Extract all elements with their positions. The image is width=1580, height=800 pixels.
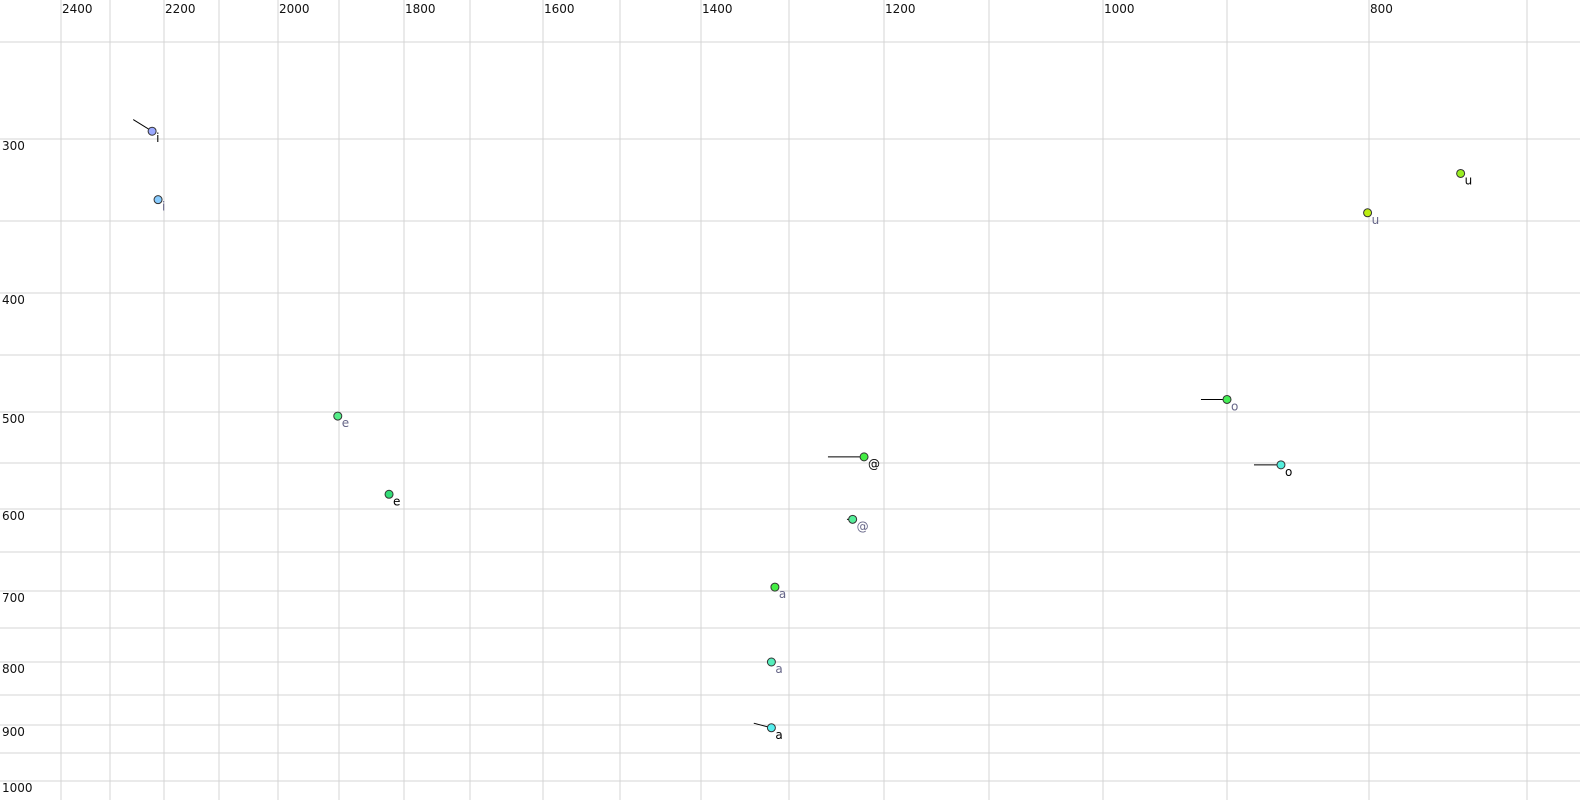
x-tick-label: 2200 xyxy=(165,2,196,16)
x-tick-label: 800 xyxy=(1370,2,1393,16)
point-marker xyxy=(770,582,780,592)
y-tick-label: 900 xyxy=(2,725,25,739)
point-label: a xyxy=(779,587,786,601)
x-axis-ticks: 2400 2200 2000 1800 1600 1400 1200 1000 800 xyxy=(62,2,1393,16)
x-tick-label: 1600 xyxy=(544,2,575,16)
point-marker xyxy=(766,723,776,733)
vowel-point: e xyxy=(384,489,400,508)
point-marker xyxy=(1222,394,1232,404)
y-tick-label: 800 xyxy=(2,662,25,676)
vowel-point: a xyxy=(766,657,783,676)
point-label: i xyxy=(162,200,165,214)
point-marker xyxy=(1276,460,1286,470)
data-points: i i u u e e @ @ a a a o o xyxy=(132,119,1473,742)
point-label: @ xyxy=(857,519,869,533)
y-tick-label: 400 xyxy=(2,293,25,307)
point-label: @ xyxy=(868,457,880,471)
vowel-point: i xyxy=(153,195,165,214)
x-tick-label: 2000 xyxy=(279,2,310,16)
point-label: u xyxy=(1465,173,1473,187)
point-marker xyxy=(153,195,163,205)
point-label: e xyxy=(342,416,349,430)
point-marker xyxy=(147,126,157,136)
y-tick-label: 700 xyxy=(2,591,25,605)
point-label: a xyxy=(775,728,782,742)
vowel-point: @ xyxy=(827,452,880,471)
vowel-point: e xyxy=(333,411,349,430)
vowel-point: u xyxy=(1456,168,1473,187)
point-marker xyxy=(859,452,869,462)
vowel-point: i xyxy=(132,119,159,145)
point-marker xyxy=(848,514,858,524)
point-label: a xyxy=(775,662,782,676)
point-marker xyxy=(333,411,343,421)
y-tick-label: 600 xyxy=(2,509,25,523)
vowel-point: a xyxy=(753,722,783,742)
point-label: e xyxy=(393,494,400,508)
point-label: u xyxy=(1372,213,1380,227)
x-tick-label: 2400 xyxy=(62,2,93,16)
point-marker xyxy=(1363,208,1373,218)
vowel-point: a xyxy=(770,582,786,601)
point-marker xyxy=(384,489,394,499)
vowel-point: o xyxy=(1253,460,1292,479)
point-label: o xyxy=(1285,465,1292,479)
point-marker xyxy=(1456,168,1466,178)
x-tick-label: 1400 xyxy=(702,2,733,16)
y-axis-ticks: 300 400 500 600 700 800 900 1000 xyxy=(2,139,33,795)
vowel-point: @ xyxy=(846,514,869,533)
vowel-point: o xyxy=(1200,394,1238,413)
vowel-point: u xyxy=(1363,208,1380,227)
x-tick-label: 1800 xyxy=(405,2,436,16)
y-tick-label: 500 xyxy=(2,412,25,426)
x-tick-label: 1000 xyxy=(1104,2,1135,16)
y-tick-label: 1000 xyxy=(2,781,33,795)
x-tick-label: 1200 xyxy=(885,2,916,16)
point-marker xyxy=(766,657,776,667)
point-label: o xyxy=(1231,399,1238,413)
y-tick-label: 300 xyxy=(2,139,25,153)
point-label: i xyxy=(156,131,159,145)
